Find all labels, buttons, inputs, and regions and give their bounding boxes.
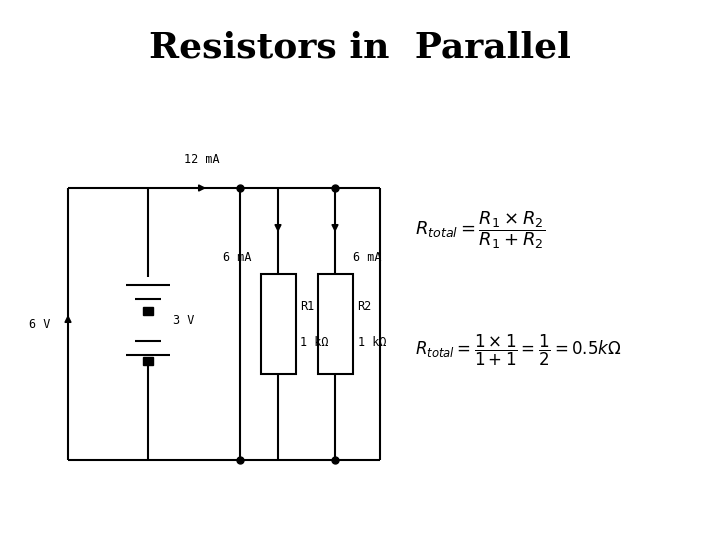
Text: Resistors in  Parallel: Resistors in Parallel: [149, 30, 571, 64]
Polygon shape: [143, 307, 153, 315]
Bar: [318, 274, 353, 374]
Text: 6 mA: 6 mA: [223, 251, 251, 264]
Text: $R_{total} = \dfrac{1 \times 1}{1+1} = \dfrac{1}{2} = 0.5k\Omega$: $R_{total} = \dfrac{1 \times 1}{1+1} = \…: [415, 333, 621, 368]
Text: $R_{total} = \dfrac{R_1 \times R_2}{R_1 + R_2}$: $R_{total} = \dfrac{R_1 \times R_2}{R_1 …: [415, 209, 545, 251]
Text: R1: R1: [300, 300, 315, 313]
Polygon shape: [143, 357, 153, 365]
Bar: [261, 274, 295, 374]
Text: 12 mA: 12 mA: [184, 153, 220, 166]
Text: 1 kΩ: 1 kΩ: [300, 335, 329, 348]
Text: R2: R2: [358, 300, 372, 313]
Text: 1 kΩ: 1 kΩ: [358, 335, 386, 348]
Text: 6 V: 6 V: [30, 318, 50, 330]
Text: 6 mA: 6 mA: [353, 251, 382, 264]
Text: 3 V: 3 V: [173, 314, 194, 327]
